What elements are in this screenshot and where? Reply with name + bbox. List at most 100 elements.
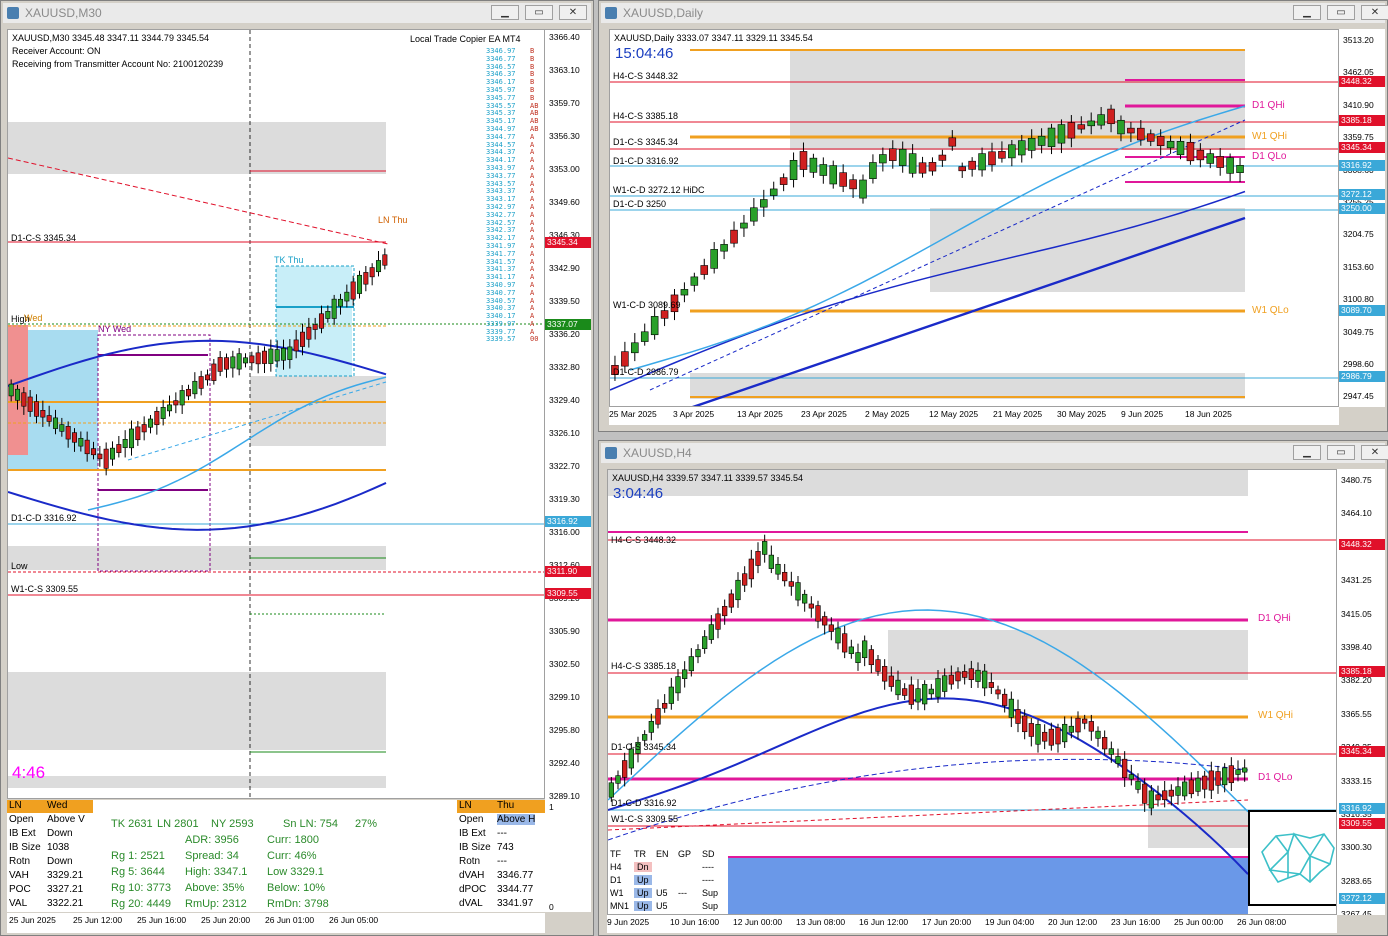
candle [1242, 767, 1248, 773]
m30-price-axis[interactable]: 3366.40 3363.10 3359.70 3356.30 3353.00 3349.… [545, 29, 591, 801]
candle [268, 348, 274, 364]
close-button[interactable]: ✕ [559, 5, 587, 20]
candle [59, 424, 65, 432]
candle [299, 331, 306, 347]
stats-value: Rg 5: 3644 [111, 866, 165, 878]
maximize-button[interactable]: ▭ [1327, 5, 1355, 20]
h4-timer: 3:04:46 [613, 485, 664, 502]
maximize-button[interactable]: ▭ [525, 5, 553, 20]
price-tick: 3283.65 [1341, 875, 1372, 886]
zone-box [888, 630, 1248, 680]
candle [728, 593, 734, 608]
candle [179, 390, 185, 406]
minimize-button[interactable]: ▁ [1293, 5, 1321, 20]
time-tick: 25 Jun 12:00 [73, 915, 123, 925]
daily-titlebar[interactable]: XAUUSD,Daily ▁ ▭ ✕ [601, 3, 1388, 23]
candle [928, 162, 937, 172]
candle [261, 350, 268, 364]
close-button[interactable]: ✕ [1361, 5, 1388, 20]
price-tick: 3339.50 [549, 296, 580, 306]
candle [1067, 122, 1076, 139]
candle [65, 426, 71, 440]
minimize-button[interactable]: ▁ [1293, 445, 1321, 460]
candle [611, 365, 619, 375]
candle [1008, 144, 1016, 159]
candle [608, 782, 614, 798]
panel-header-label: LN [9, 800, 22, 811]
panel-row-value: 3329.21 [47, 870, 84, 881]
candle [1088, 721, 1094, 732]
price-tag: 3316.92 [1339, 803, 1385, 814]
copier-price: 3340.97 [486, 280, 516, 289]
tk-thu-label: TK Thu [274, 255, 304, 265]
m30-titlebar[interactable]: XAUUSD,M30 ▁ ▭ ✕ [3, 3, 591, 23]
daily-price-axis[interactable]: 3513.203462.053410.903359.753308.603255.… [1339, 29, 1385, 407]
copier-price: 3343.37 [486, 187, 516, 196]
zone-box [728, 858, 1248, 914]
zone-box [690, 373, 1245, 399]
candle [859, 179, 867, 199]
time-tick: 26 Jun 05:00 [329, 915, 379, 925]
h4-chart-area[interactable]: XAUUSD,H4 3339.57 3347.11 3339.57 3345.5… [607, 469, 1337, 915]
stats-value: RmUp: 2312 [185, 898, 247, 910]
candle [730, 229, 738, 244]
copier-price: 3343.17 [486, 195, 516, 204]
time-tick: 30 May 2025 [1057, 409, 1107, 419]
candle [97, 453, 103, 460]
time-tick: 21 May 2025 [993, 409, 1043, 419]
maximize-button[interactable]: ▭ [1327, 445, 1355, 460]
price-tag: 3272.12 [1339, 893, 1385, 904]
copier-price: 3346.37 [486, 70, 516, 79]
minimize-button[interactable]: ▁ [491, 5, 519, 20]
candle [1107, 108, 1115, 125]
copier-flag: A [530, 210, 535, 219]
candle [908, 684, 914, 705]
close-button[interactable]: ✕ [1361, 445, 1388, 460]
time-tick: 25 Jun 2025 [9, 915, 56, 925]
price-tag: 3272.12 [1339, 189, 1385, 200]
daily-time-axis: 25 Mar 2025 3 Apr 2025 13 Apr 2025 23 Apr 2… [609, 407, 1339, 425]
price-tick: 3342.90 [549, 263, 580, 273]
copier-flag: A [530, 241, 535, 250]
time-tick: 12 May 2025 [929, 409, 979, 419]
logo-box [1248, 810, 1336, 906]
ny-session-box [97, 334, 211, 572]
candle [942, 675, 948, 692]
candle [1155, 794, 1161, 801]
ma-light-blue [87, 376, 387, 511]
candle [1048, 728, 1054, 746]
time-tick: 17 Jun 20:00 [922, 917, 972, 927]
stats-value: Curr: 1800 [267, 834, 319, 846]
candle [722, 606, 728, 617]
copier-price: 3344.37 [486, 148, 516, 157]
trend-cell: ---- [702, 875, 714, 885]
zone-box [790, 50, 1245, 150]
zone-box [608, 470, 1248, 496]
candle [715, 613, 721, 630]
copier-price: 3343.57 [486, 179, 516, 188]
h4-d1cd-label: D1-C-D 3316.92 [611, 798, 677, 808]
candle [1062, 723, 1068, 743]
m30-chart-area[interactable]: XAUUSD,M30 3345.48 3347.11 3344.79 3345.… [7, 29, 545, 799]
candle [842, 633, 848, 653]
trend-header: GP [678, 849, 692, 859]
copier-flag: A [530, 202, 535, 211]
h4-titlebar[interactable]: XAUUSD,H4 ▁ ▭ ✕ [601, 443, 1388, 463]
daily-d1qlo-label: D1 QLo [1252, 151, 1287, 162]
daily-chart-area[interactable]: XAUUSD,Daily 3333.07 3347.11 3329.11 334… [609, 29, 1339, 407]
copier-flag: A [530, 140, 535, 149]
trend-cell: D1 [610, 875, 622, 885]
candle [978, 153, 986, 171]
price-tick: 3302.50 [549, 659, 580, 669]
copier-price: 3344.77 [486, 132, 516, 141]
candle [1097, 114, 1105, 126]
candle [908, 153, 917, 174]
h4-price-axis[interactable]: 3480.753464.103448.053431.253415.053398.… [1337, 469, 1385, 915]
panel-row-label: POC [9, 884, 31, 895]
candle [71, 432, 78, 443]
copier-flag: A [530, 187, 535, 196]
stats-value: Sn LN: 754 [283, 818, 339, 830]
candle [648, 721, 654, 733]
time-tick: 3 Apr 2025 [673, 409, 715, 419]
candle [1042, 731, 1048, 742]
